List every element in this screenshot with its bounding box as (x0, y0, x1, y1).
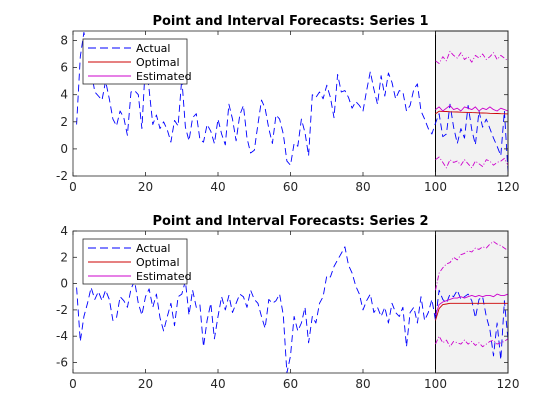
legend-label-estimated: Estimated (136, 70, 192, 83)
x-tick-label: 80 (355, 180, 370, 194)
y-tick-label: -6 (56, 355, 68, 369)
x-tick-label: 0 (69, 377, 77, 391)
legend-1: Actual Optimal Estimated (82, 38, 192, 85)
series-lower-bound-line (435, 156, 508, 169)
series-layer-2 (76, 241, 508, 373)
series-actual-line (76, 31, 508, 172)
series-upper-bound-line (435, 50, 508, 64)
x-tick-label: 40 (210, 377, 225, 391)
y-tick-label: -2 (56, 169, 68, 183)
series-layer-1 (76, 31, 508, 172)
y-tick-label: 4 (60, 88, 68, 102)
legend-label-estimated: Estimated (136, 270, 192, 283)
series-actual-line (76, 246, 508, 373)
x-tick-label: 120 (497, 180, 520, 194)
chart-title-2: Point and Interval Forecasts: Series 2 (152, 214, 428, 229)
y-tick-label: 2 (60, 250, 68, 264)
legend-label-optimal: Optimal (136, 256, 180, 269)
x-tick-label: 100 (424, 377, 447, 391)
legend-2: Actual Optimal Estimated (82, 238, 192, 285)
x-tick-label: 40 (210, 180, 225, 194)
legend-label-actual: Actual (136, 42, 170, 55)
series-estimated-line (435, 105, 508, 112)
x-tick-label: 20 (138, 377, 153, 391)
y-tick-label: 6 (60, 61, 68, 75)
y-tick-label: 2 (60, 115, 68, 129)
y-tick-label: -4 (56, 329, 68, 343)
y-tick-label: 0 (60, 142, 68, 156)
legend-label-optimal: Optimal (136, 56, 180, 69)
y-tick-label: 8 (60, 33, 68, 47)
x-tick-label: 120 (497, 377, 520, 391)
legend-label-actual: Actual (136, 242, 170, 255)
x-tick-label: 60 (283, 377, 298, 391)
y-tick-label: 0 (60, 277, 68, 291)
x-tick-label: 60 (283, 180, 298, 194)
y-tick-label: -2 (56, 303, 68, 317)
x-tick-label: 80 (355, 377, 370, 391)
y-tick-label: 4 (60, 224, 68, 238)
series-lower-bound-line (435, 335, 508, 348)
chart-title-1: Point and Interval Forecasts: Series 1 (152, 14, 428, 29)
series-estimated-line (435, 293, 508, 316)
series-optimal-line (435, 302, 508, 321)
x-tick-label: 100 (424, 180, 447, 194)
forecast-region-1 (435, 30, 509, 177)
series-optimal-line (435, 110, 508, 115)
x-tick-label: 0 (69, 180, 77, 194)
chart-series-2: 0 20 40 60 80 100 120 -6 -4 -2 0 2 4 Point and Inter… (56, 214, 519, 391)
x-tick-label: 20 (138, 180, 153, 194)
series-upper-bound-line (435, 241, 508, 291)
ticks-2: 0 20 40 60 80 100 120 -6 -4 -2 0 2 4 (56, 224, 519, 391)
